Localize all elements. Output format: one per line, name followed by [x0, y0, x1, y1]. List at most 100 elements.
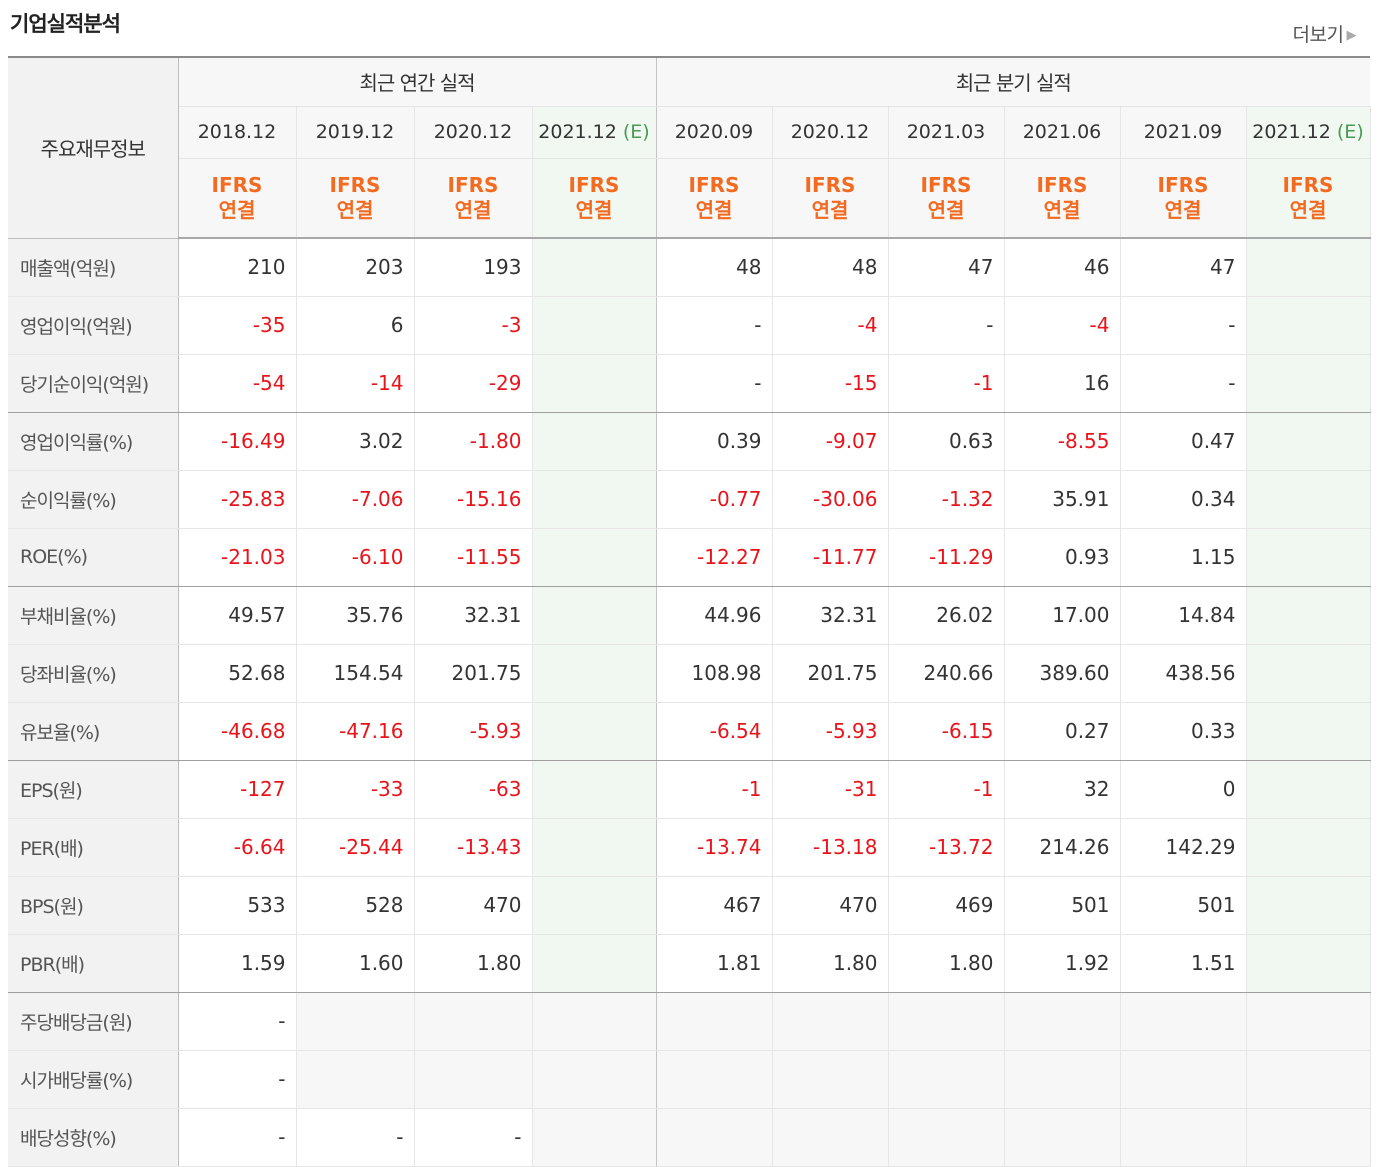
table-row: 부채비율(%) 49.57 35.76 32.31 44.96 32.31 26.02 17.…	[8, 586, 1371, 645]
ifrs-header: IFRS 연결	[772, 158, 889, 239]
empty-cell	[1120, 992, 1247, 1051]
empty-cell	[296, 992, 415, 1051]
ifrs-label: IFRS	[1157, 172, 1209, 197]
value-cell: -1	[888, 760, 1005, 819]
value-cell: -	[656, 296, 773, 355]
period-header: 2021.09	[1120, 106, 1247, 159]
row-label: 유보율(%)	[8, 702, 179, 761]
more-link[interactable]: 더보기 ▶	[1292, 20, 1357, 47]
value-cell: 0.47	[1120, 412, 1247, 471]
value-cell: 44.96	[656, 586, 773, 645]
value-cell	[1246, 354, 1371, 413]
empty-cell	[1004, 992, 1121, 1051]
empty-cell	[1246, 1050, 1371, 1109]
ifrs-header: IFRS 연결	[888, 158, 1005, 239]
chevron-right-icon: ▶	[1346, 28, 1357, 43]
table-row: 주당배당금(원) -	[8, 992, 1371, 1051]
table-row: 시가배당률(%) -	[8, 1050, 1371, 1109]
row-label: 순이익률(%)	[8, 470, 179, 529]
value-cell: -47.16	[296, 702, 415, 761]
value-cell	[532, 934, 657, 993]
table-row: 배당성향(%) - - -	[8, 1108, 1371, 1167]
value-cell	[532, 238, 657, 297]
value-cell: -35	[178, 296, 297, 355]
value-cell: -3	[414, 296, 533, 355]
value-cell: -46.68	[178, 702, 297, 761]
value-cell: 1.51	[1120, 934, 1247, 993]
empty-cell	[1246, 1108, 1371, 1167]
value-cell: 203	[296, 238, 415, 297]
value-cell: -13.74	[656, 818, 773, 877]
value-cell	[532, 644, 657, 703]
value-cell: 214.26	[1004, 818, 1121, 877]
value-cell	[532, 296, 657, 355]
empty-cell	[296, 1050, 415, 1109]
value-cell: -29	[414, 354, 533, 413]
value-cell: -16.49	[178, 412, 297, 471]
value-cell: -14	[296, 354, 415, 413]
value-cell: -11.77	[772, 528, 889, 587]
value-cell: 0.39	[656, 412, 773, 471]
value-cell	[1246, 760, 1371, 819]
table-row: 영업이익(억원) -35 6 -3- -4- -4-	[8, 296, 1371, 355]
value-cell: 193	[414, 238, 533, 297]
ifrs-label: IFRS	[920, 172, 972, 197]
value-cell: 32.31	[414, 586, 533, 645]
value-cell: 35.76	[296, 586, 415, 645]
value-cell: -13.43	[414, 818, 533, 877]
period-label: 2021.12	[1252, 121, 1331, 143]
ifrs-header: IFRS 연결	[532, 158, 657, 239]
ifrs-label: IFRS	[688, 172, 740, 197]
table-row: ROE(%) -21.03 -6.10 -11.55 -12.27 -11.77 -11.2…	[8, 528, 1371, 587]
value-cell: -6.10	[296, 528, 415, 587]
value-cell	[1246, 702, 1371, 761]
empty-cell	[1004, 1108, 1121, 1167]
ifrs-label: 연결	[575, 197, 613, 222]
row-label: 시가배당률(%)	[8, 1050, 179, 1109]
value-cell: 52.68	[178, 644, 297, 703]
period-header: 2018.12	[178, 106, 297, 159]
ifrs-header: IFRS 연결	[296, 158, 415, 239]
value-cell: -0.77	[656, 470, 773, 529]
value-cell: -11.29	[888, 528, 1005, 587]
value-cell: -30.06	[772, 470, 889, 529]
period-label: 2021.09	[1143, 121, 1223, 143]
ifrs-header: IFRS 연결	[656, 158, 773, 239]
section-title: 기업실적분석	[10, 12, 121, 36]
value-cell	[532, 818, 657, 877]
value-cell: -15.16	[414, 470, 533, 529]
value-cell	[1246, 644, 1371, 703]
value-cell: 533	[178, 876, 297, 935]
table-row: 당좌비율(%) 52.68 154.54 201.75 108.98 201.75 240.…	[8, 644, 1371, 703]
value-cell	[1246, 412, 1371, 471]
value-cell: 201.75	[414, 644, 533, 703]
row-label: 영업이익률(%)	[8, 412, 179, 471]
empty-cell	[772, 1108, 889, 1167]
row-label: 주당배당금(원)	[8, 992, 179, 1051]
value-cell	[532, 412, 657, 471]
value-cell	[1246, 934, 1371, 993]
value-cell: -127	[178, 760, 297, 819]
value-cell: -13.18	[772, 818, 889, 877]
value-cell: -25.44	[296, 818, 415, 877]
value-cell: -13.72	[888, 818, 1005, 877]
row-label: 영업이익(억원)	[8, 296, 179, 355]
more-label: 더보기	[1292, 24, 1344, 46]
ifrs-label: IFRS	[329, 172, 381, 197]
value-cell: 1.80	[772, 934, 889, 993]
value-cell: 201.75	[772, 644, 889, 703]
value-cell: -	[296, 1108, 415, 1167]
empty-cell	[888, 1108, 1005, 1167]
table-row: 순이익률(%) -25.83 -7.06 -15.16 -0.77 -30.06 -1.32…	[8, 470, 1371, 529]
value-cell: -7.06	[296, 470, 415, 529]
value-cell: -33	[296, 760, 415, 819]
estimate-mark: (E)	[1330, 121, 1364, 143]
value-cell: 0.93	[1004, 528, 1121, 587]
ifrs-label: 연결	[927, 197, 965, 222]
empty-cell	[532, 992, 657, 1051]
row-label: 배당성향(%)	[8, 1108, 179, 1167]
value-cell: 46	[1004, 238, 1121, 297]
empty-cell	[772, 992, 889, 1051]
value-cell: 470	[414, 876, 533, 935]
annual-header: 최근 연간 실적	[178, 56, 657, 107]
